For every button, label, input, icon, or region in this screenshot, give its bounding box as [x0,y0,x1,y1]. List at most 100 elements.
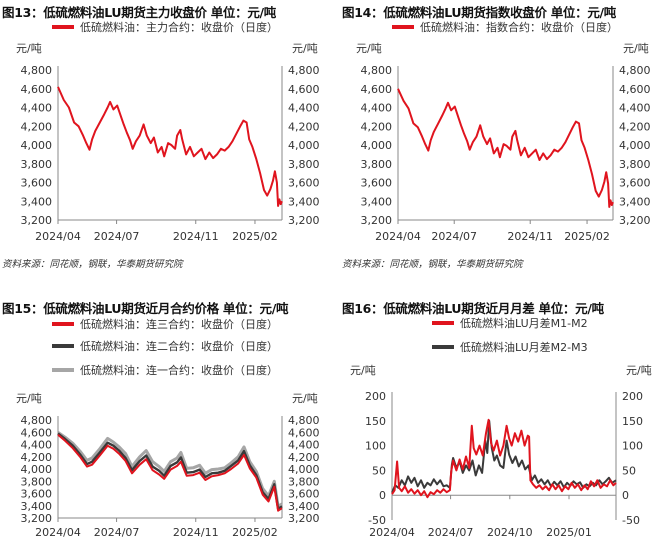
y-tick-left: 3,200 [21,512,53,525]
y-tick-right: 4,200 [288,451,320,464]
x-tick-label: 2025/02 [564,230,610,243]
y-tick-left: 4,600 [361,83,393,96]
chart-panel-14: 图14：低硫燃料油LU期货指数收盘价 单位：元/吨 低硫燃料油：指数合约：收盘价… [340,0,665,275]
y-tick-left: 0 [379,489,386,502]
y-tick-left: 100 [365,440,386,453]
y-tick-right: 3,800 [619,158,651,171]
y-tick-left: 200 [365,390,386,403]
chart-title: 图14：低硫燃料油LU期货指数收盘价 单位：元/吨 [342,5,616,20]
series-line [57,86,283,207]
y-tick-right: 4,000 [288,463,320,476]
y-tick-left: 4,800 [21,64,53,77]
y-tick-right: 150 [622,415,643,428]
y-tick-left: 50 [372,464,386,477]
x-tick-label: 2024/04 [35,230,81,243]
y-tick-right: 3,200 [288,512,320,525]
y-tick-left: 3,400 [21,500,53,513]
y-tick-left: 3,800 [21,158,53,171]
x-tick-label: 2025/02 [232,526,278,539]
y-tick-right: 3,200 [288,214,320,227]
chart-panel-16: 图16：低硫燃料油LU期货近月月差 单位：元/吨 低硫燃料油LU月差M1-M2 低… [340,296,665,546]
series-line [391,419,617,494]
y-tick-left: 4,200 [361,120,393,133]
x-tick-label: 2024/07 [428,526,474,539]
y-tick-left: 4,800 [361,64,393,77]
y-tick-right: 3,400 [619,195,651,208]
legend-label: 低硫燃料油LU月差M2-M3 [460,340,588,354]
y-tick-right: 100 [622,440,643,453]
y-tick-right: 4,400 [288,102,320,115]
series-line [57,433,283,512]
y-tick-right: 4,800 [288,414,320,427]
y-tick-left: 3,800 [361,158,393,171]
x-tick-label: 2024/07 [94,230,140,243]
y-tick-left: 4,000 [361,139,393,152]
y-tick-right: 4,600 [288,83,320,96]
y-tick-left: 4,800 [21,414,53,427]
y-tick-right: 3,400 [288,195,320,208]
y-tick-left: 4,600 [21,426,53,439]
y-tick-right: 50 [622,464,636,477]
legend-label: 低硫燃料油：连三合约：收盘价（日度） [80,317,278,331]
y-tick-right: 3,800 [288,158,320,171]
y-unit-right: 元/吨 [292,42,318,55]
y-tick-right: 3,400 [288,500,320,513]
y-tick-left: -50 [368,514,386,527]
y-tick-left: 3,200 [21,214,53,227]
y-tick-right: 4,400 [619,102,651,115]
y-unit-left: 元/吨 [350,364,376,377]
y-unit-left: 元/吨 [356,42,382,55]
chart-source: 资料来源：同花顺，钢联，华泰期货研究院 [342,259,523,270]
y-tick-right: 3,600 [288,488,320,501]
chart-panel-13: 图13：低硫燃料油LU期货主力收盘价 单位：元/吨 低硫燃料油：主力合约：收盘价… [0,0,332,275]
chart-panel-15: 图15：低硫燃料油LU期货近月合约价格 单位：元/吨 低硫燃料油：连三合约：收盘… [0,296,332,546]
y-tick-right: 3,600 [619,177,651,190]
y-tick-right: 4,600 [619,83,651,96]
y-tick-left: 3,600 [21,177,53,190]
x-tick-label: 2025/01 [546,526,592,539]
y-tick-right: 4,000 [288,139,320,152]
chart-14-svg: 低硫燃料油：指数合约：收盘价（日度） 元/吨 元/吨 3,200 3,200 3,400 3… [356,20,651,243]
y-tick-left: 4,400 [21,439,53,452]
x-tick-label: 2024/11 [173,526,219,539]
series-line [57,432,283,510]
y-unit-right: 元/吨 [626,364,652,377]
y-tick-left: 4,600 [21,83,53,96]
x-tick-label: 2024/11 [173,230,219,243]
y-tick-left: 4,400 [21,102,53,115]
series-line [397,88,614,208]
y-tick-right: 4,200 [288,120,320,133]
y-tick-right: 4,400 [288,439,320,452]
y-unit-left: 元/吨 [16,392,42,405]
chart-title: 图15：低硫燃料油LU期货近月合约价格 单位：元/吨 [2,301,289,316]
legend-label: 低硫燃料油：连二合约：收盘价（日度） [80,339,278,353]
chart-title: 图16：低硫燃料油LU期货近月月差 单位：元/吨 [342,301,604,316]
y-tick-right: 4,200 [619,120,651,133]
y-tick-left: 4,000 [21,139,53,152]
x-tick-label: 2024/10 [487,526,533,539]
y-tick-right: 3,600 [288,177,320,190]
y-unit-right: 元/吨 [292,392,318,405]
y-tick-right: 3,200 [619,214,651,227]
y-tick-right: 4,000 [619,139,651,152]
chart-title: 图13：低硫燃料油LU期货主力收盘价 单位：元/吨 [2,5,276,20]
legend-label: 低硫燃料油：连一合约：收盘价（日度） [80,363,278,377]
x-tick-label: 2024/07 [431,230,477,243]
x-tick-label: 2024/04 [35,526,81,539]
y-tick-left: 3,400 [361,195,393,208]
y-unit-left: 元/吨 [16,42,42,55]
y-tick-left: 4,000 [21,463,53,476]
y-tick-right: 200 [622,390,643,403]
x-tick-label: 2024/04 [369,526,415,539]
legend-label: 低硫燃料油：指数合约：收盘价（日度） [420,20,618,34]
y-tick-left: 3,400 [21,195,53,208]
legend-label: 低硫燃料油LU月差M1-M2 [460,316,588,330]
chart-source: 资料来源：同花顺，钢联，华泰期货研究院 [2,259,183,270]
y-tick-left: 4,200 [21,120,53,133]
chart-16-svg: 低硫燃料油LU月差M1-M2 低硫燃料油LU月差M2-M3 元/吨 元/吨 -50 -50… [350,316,652,539]
y-tick-right: 4,800 [619,64,651,77]
chart-13-svg: 低硫燃料油：主力合约：收盘价（日度） 元/吨 元/吨 3,200 3,200 3,400 3… [16,20,320,243]
legend-label: 低硫燃料油：主力合约：收盘价（日度） [80,20,278,34]
y-tick-left: 4,400 [361,102,393,115]
y-tick-left: 3,800 [21,475,53,488]
